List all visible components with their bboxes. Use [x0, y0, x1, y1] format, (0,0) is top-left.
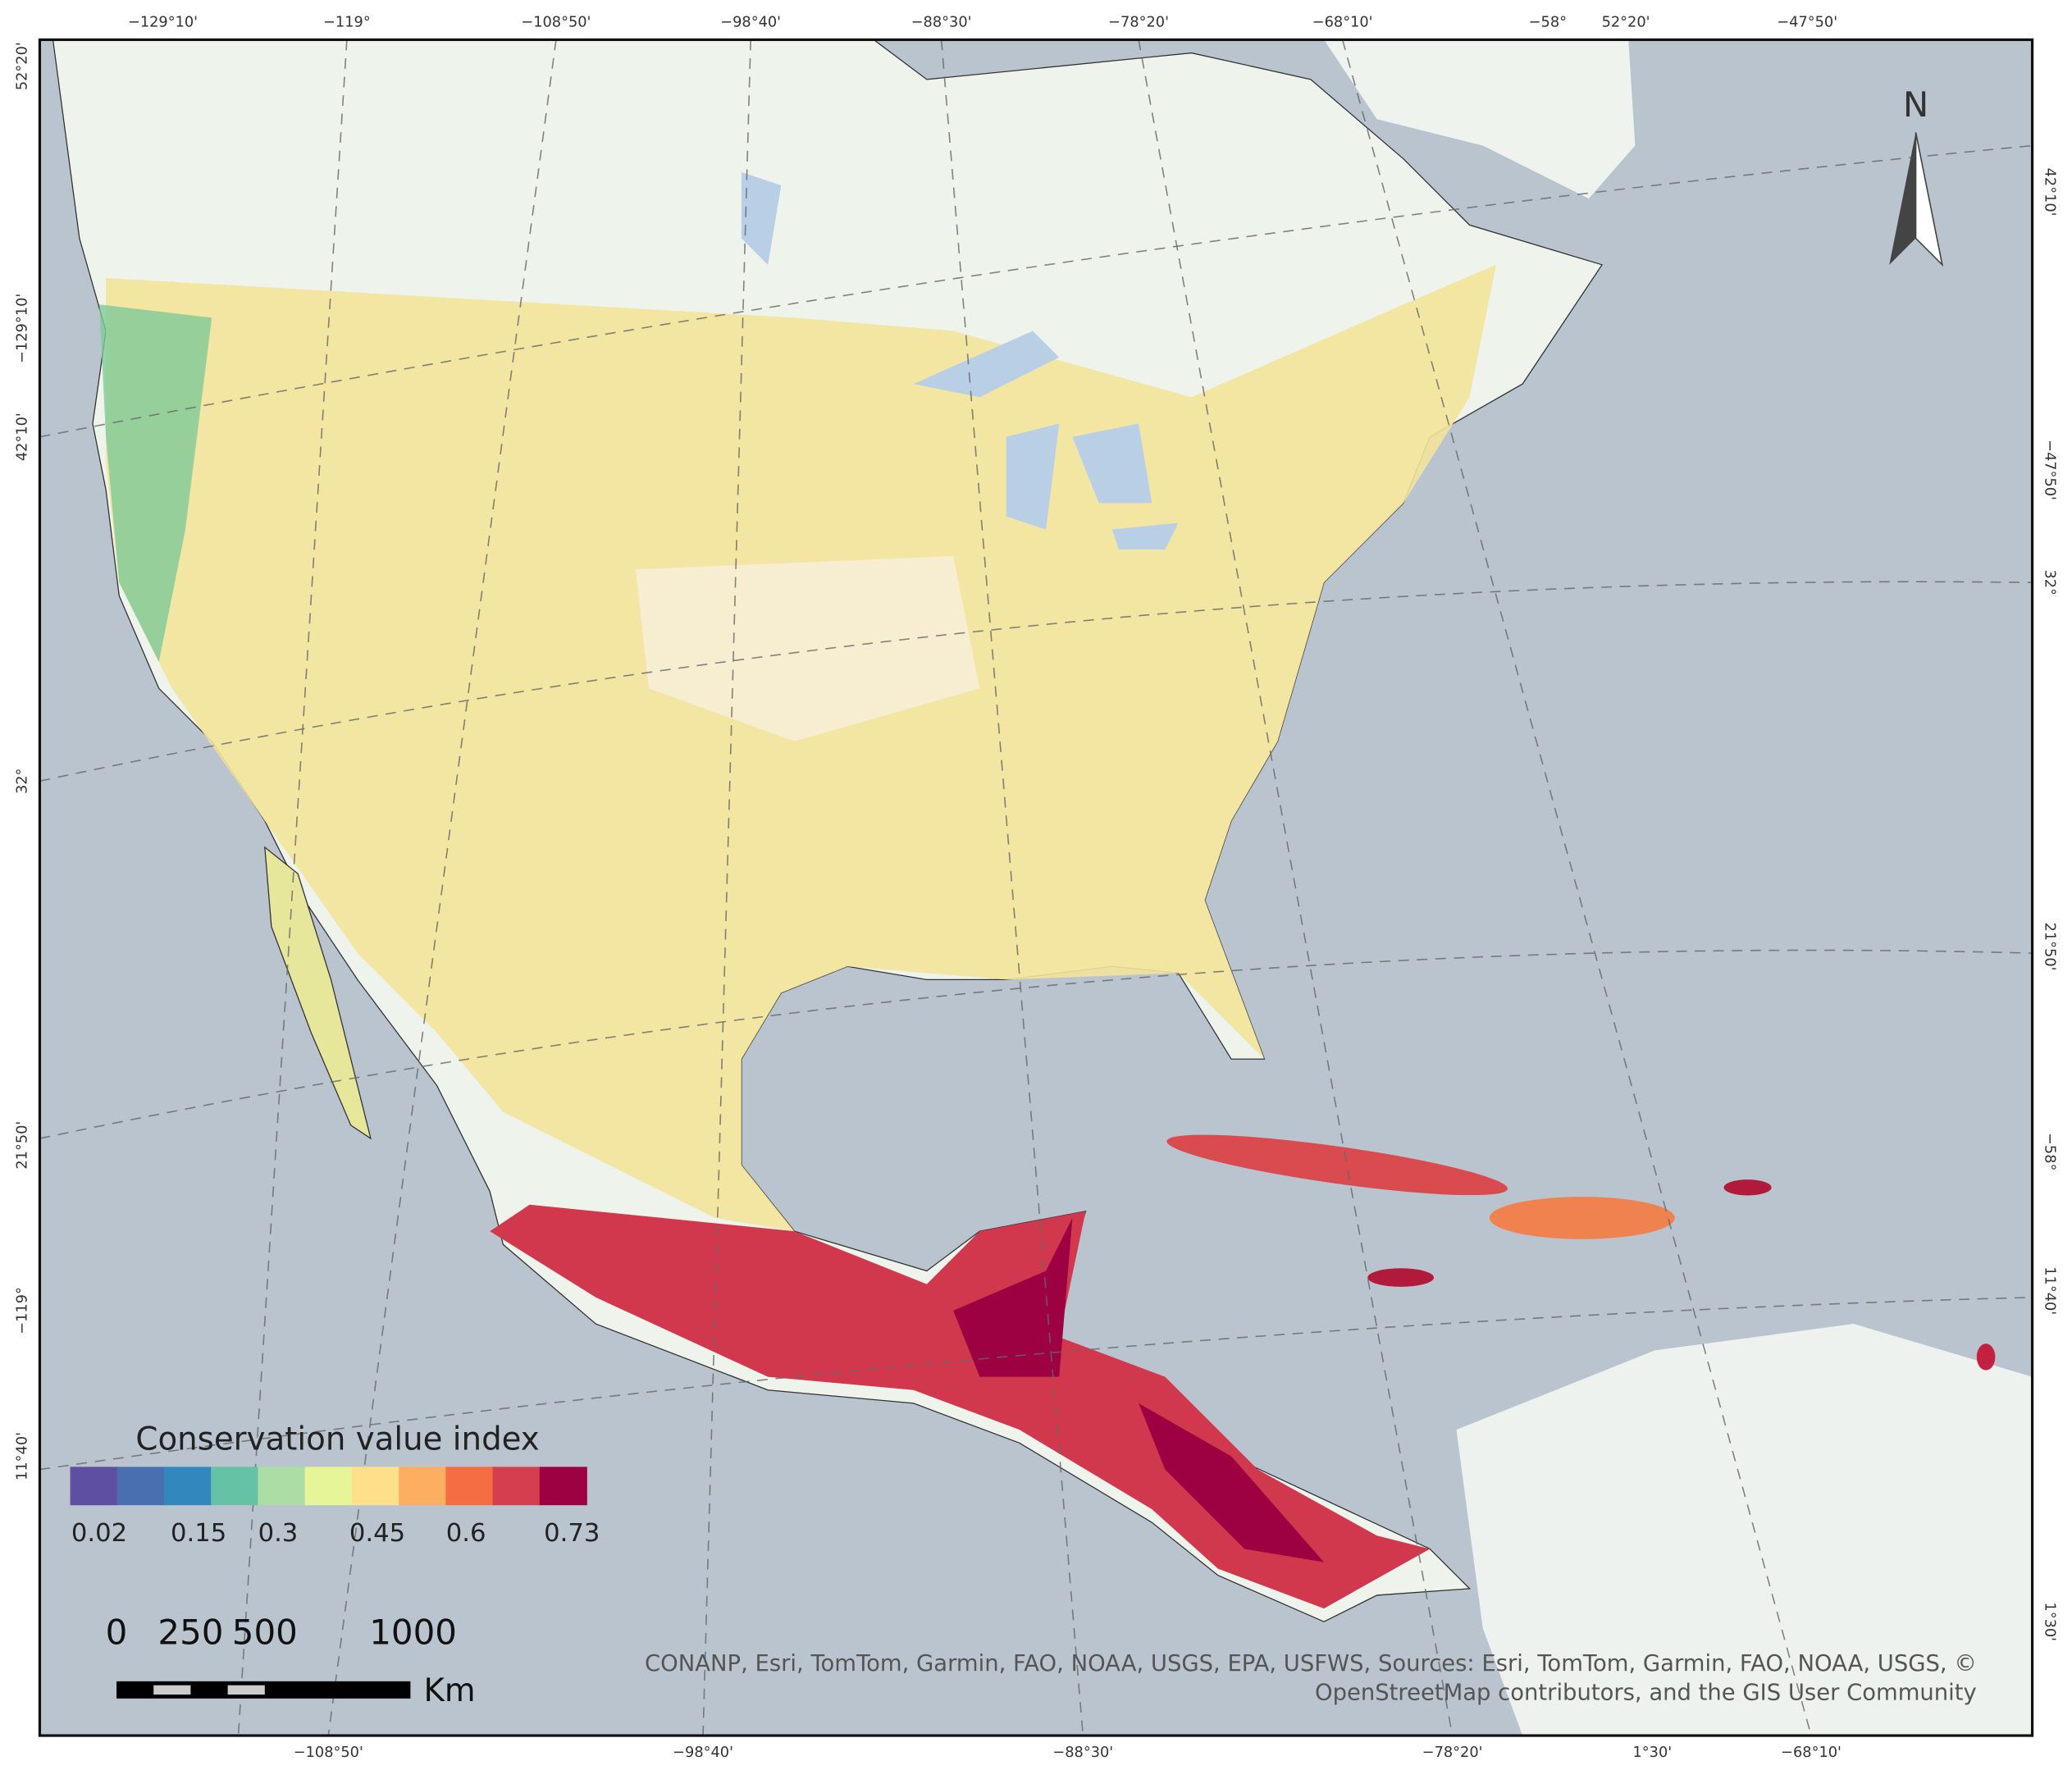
- lake: [913, 331, 1060, 398]
- attribution: CONANP, Esri, TomTom, Garmin, FAO, NOAA,…: [645, 1651, 1977, 1676]
- graticule-label: −88°30': [911, 14, 972, 30]
- cropland: [635, 555, 980, 741]
- north-label: N: [1903, 84, 1928, 125]
- graticule-line: [39, 144, 2033, 438]
- scale-bar-segment: [153, 1685, 191, 1695]
- graticule-label: −78°20': [1108, 14, 1169, 30]
- graticule-line: [940, 39, 1084, 1736]
- graticule-label: −88°30': [1052, 1745, 1113, 1761]
- graticule-line: [1138, 39, 1454, 1736]
- graticule-label: −119°: [14, 1287, 30, 1334]
- graticule-label: −108°50': [294, 1745, 363, 1761]
- jamaica: [1367, 1268, 1435, 1287]
- graticule-line: [237, 39, 348, 1736]
- legend-swatch: [163, 1467, 212, 1506]
- graticule-label: −108°50': [521, 14, 591, 30]
- legend-title: Conservation value index: [135, 1421, 539, 1458]
- legend-swatch: [492, 1467, 541, 1506]
- graticule-label: −68°10': [1312, 14, 1373, 30]
- graticule-label: 21°50': [14, 1121, 30, 1170]
- north-arrow: N: [1889, 84, 1944, 267]
- legend-tick-label: 0.15: [171, 1519, 226, 1548]
- graticule-label: −119°: [323, 14, 371, 30]
- pacific-forest: [99, 304, 212, 663]
- legend-tick-label: 0.6: [446, 1519, 486, 1548]
- legend-tick-label: 0.02: [71, 1519, 127, 1548]
- arrow-right: [1915, 132, 1944, 267]
- graticule-line: [702, 39, 751, 1736]
- graticule-label: 32°: [2042, 569, 2058, 595]
- hispaniola: [1489, 1197, 1675, 1239]
- south-america: [1456, 1324, 2033, 1736]
- scale-tick-label: 0: [106, 1613, 128, 1653]
- graticule-line: [1341, 39, 1812, 1736]
- graticule-label: −58°: [1529, 14, 1567, 30]
- scale-tick-label: 1000: [369, 1613, 457, 1653]
- legend: 0.02 0.15 0.3 0.45 0.6 0.73: [70, 1467, 600, 1548]
- lake: [1111, 522, 1179, 550]
- graticule-label: −98°40': [720, 14, 781, 30]
- map-frame: [38, 38, 2034, 1737]
- graticule-label: −68°10': [1781, 1745, 1842, 1761]
- legend-swatch: [70, 1467, 118, 1506]
- scale-unit: Km: [423, 1672, 475, 1709]
- honduras-high: [1139, 1403, 1325, 1562]
- tropical-zone: [490, 1204, 1431, 1609]
- cuba: [1166, 1134, 1508, 1196]
- baja: [264, 846, 372, 1140]
- legend-swatch: [258, 1467, 306, 1506]
- scale-tick-label: 500: [232, 1613, 298, 1653]
- graticule-label: 11°40': [2042, 1266, 2058, 1315]
- legend-swatch: [445, 1467, 494, 1506]
- graticule-label: −98°40': [673, 1745, 733, 1761]
- yucatan-high: [953, 1217, 1073, 1377]
- graticule-label: −129°10': [14, 294, 30, 363]
- legend-swatch: [304, 1467, 353, 1506]
- caribbean: [1166, 1134, 1996, 1371]
- legend-swatch: [351, 1467, 399, 1506]
- legend-tick-label: 0.45: [349, 1519, 405, 1548]
- graticule-label: −47°50': [2042, 440, 2058, 500]
- graticule-label: −47°50': [1777, 14, 1837, 30]
- lakes: [741, 171, 1179, 550]
- legend-tick-label: 0.3: [258, 1519, 299, 1548]
- graticule-label: 21°50': [2042, 923, 2058, 971]
- puerto-rico: [1723, 1179, 1772, 1196]
- scale-tick-label: 250: [157, 1613, 223, 1653]
- graticule-label: 1°30': [2042, 1602, 2058, 1641]
- graticule-label: 42°10': [14, 413, 30, 461]
- legend-tick-label: 0.73: [544, 1519, 600, 1548]
- arrow-left: [1889, 132, 1916, 265]
- graticule-label: 42°10': [2042, 168, 2058, 217]
- graticule-label: −58°: [2042, 1133, 2058, 1170]
- graticule-label: 52°20': [14, 42, 30, 90]
- graticule-line: [39, 1296, 2033, 1471]
- lake: [741, 171, 782, 265]
- greenland: [1324, 39, 1636, 199]
- graticule-label: −129°10': [128, 14, 198, 30]
- graticule-label: −78°20': [1422, 1745, 1483, 1761]
- graticule-label: 11°40': [14, 1432, 30, 1480]
- scale-bar-segment: [227, 1685, 265, 1695]
- graticule-line: [327, 39, 557, 1736]
- graticule-label: 32°: [14, 769, 30, 794]
- graticule-line: [39, 581, 2033, 782]
- graticule-label: 1°30': [1633, 1745, 1673, 1761]
- lake: [1006, 423, 1060, 530]
- legend-swatch: [116, 1467, 165, 1506]
- legend-swatch: [539, 1467, 587, 1506]
- graticule: [39, 39, 2033, 1736]
- legend-swatch: [399, 1467, 447, 1506]
- scale-bar: Km 0 250 500 1000: [106, 1613, 476, 1709]
- trinidad: [1976, 1343, 1996, 1371]
- temperate-zone: [106, 264, 1496, 1232]
- lake: [1072, 423, 1152, 504]
- attribution: OpenStreetMap contributors, and the GIS …: [1315, 1680, 1977, 1705]
- legend-swatch: [211, 1467, 259, 1506]
- graticule-label: 52°20': [1602, 14, 1650, 30]
